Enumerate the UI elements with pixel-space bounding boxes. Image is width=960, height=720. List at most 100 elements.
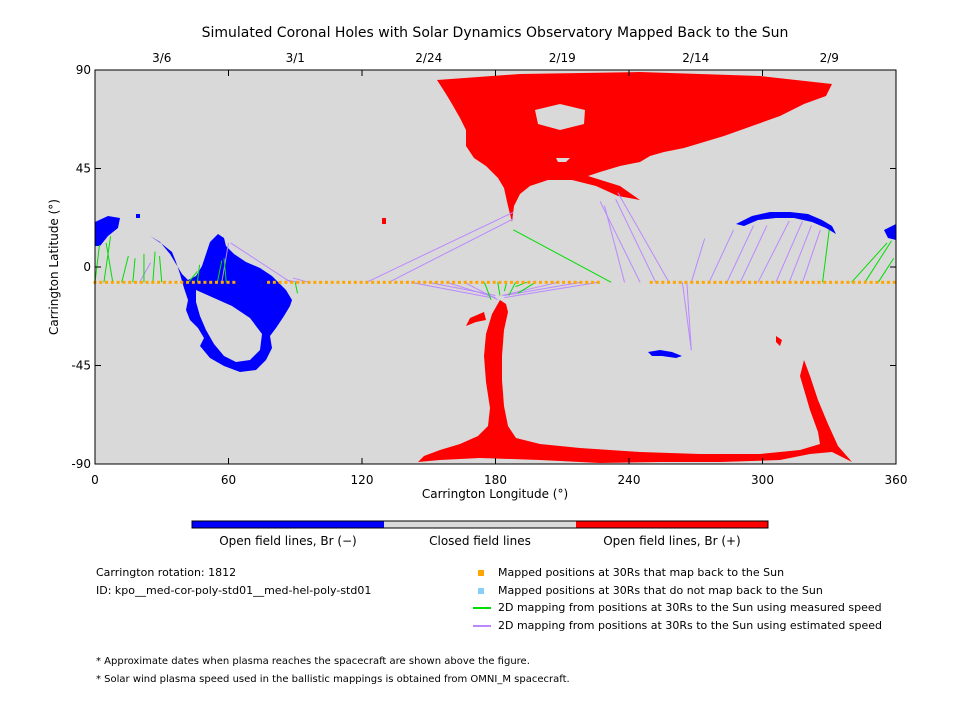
mapped-position-84	[655, 280, 659, 284]
mapped-position-2	[105, 280, 109, 284]
mapped-position-51	[417, 280, 421, 284]
top-date-label-0: 3/6	[152, 51, 171, 65]
mapped-position-52	[423, 280, 427, 284]
mapped-position-12	[162, 280, 166, 284]
mapped-position-64	[492, 280, 496, 284]
mapped-position-14	[174, 280, 178, 284]
top-date-label-5: 2/9	[820, 51, 839, 65]
estimated-mapping-line-18	[690, 238, 706, 283]
mapped-position-26	[272, 280, 276, 284]
mapped-position-85	[661, 280, 665, 284]
measured-mapping-line-2	[105, 242, 114, 283]
mapped-position-58	[457, 280, 461, 284]
mapped-position-27	[278, 280, 282, 284]
x-tick-label-3: 180	[484, 473, 507, 487]
mapped-position-33	[313, 280, 317, 284]
mapped-position-55	[440, 280, 444, 284]
legend-swatch-estimated	[473, 625, 491, 627]
colorbar: Open field lines, Br (−) Closed field li…	[191, 520, 769, 548]
blue-hole-east	[736, 212, 836, 234]
estimated-mapping-line-16	[615, 198, 657, 283]
mapped-position-118	[852, 280, 856, 284]
north-polar-hole	[437, 72, 832, 222]
mapped-position-107	[788, 280, 792, 284]
measured-mapping-line-12	[294, 282, 298, 294]
mapped-position-108	[794, 280, 798, 284]
small-positive-spot-2	[776, 336, 782, 346]
colorbar-closed	[384, 521, 576, 528]
x-tick-label-5: 300	[751, 473, 774, 487]
measured-mapping-line-19	[513, 229, 612, 283]
estimated-mapping-line-4	[292, 277, 309, 283]
estimated-mapping-line-22	[757, 220, 790, 283]
y-tick-label-4: -90	[71, 457, 91, 471]
legend-item-mapped: Mapped positions at 30Rs that map back t…	[498, 566, 785, 579]
top-date-label-4: 2/14	[682, 51, 709, 65]
x-axis-label: Carrington Longitude (°)	[422, 487, 568, 501]
mapped-position-67	[510, 280, 514, 284]
mapped-position-95	[719, 280, 723, 284]
measured-mapping-line-10	[216, 260, 223, 283]
blue-hole-speck	[136, 214, 140, 218]
legend-item-measured: 2D mapping from positions at 30Rs to the…	[498, 601, 882, 614]
mapped-position-119	[858, 280, 862, 284]
mapped-position-22	[220, 280, 224, 284]
mapped-position-35	[324, 280, 328, 284]
mapped-position-93	[707, 280, 711, 284]
mapped-position-97	[730, 280, 734, 284]
measured-mapping-line-22	[864, 240, 892, 283]
south-hole-left	[418, 300, 852, 463]
mapped-position-104	[771, 280, 775, 284]
colorbar-label-negative: Open field lines, Br (−)	[219, 534, 357, 548]
mapped-position-112	[817, 280, 821, 284]
mapped-position-71	[533, 280, 537, 284]
x-tick-label-4: 240	[618, 473, 641, 487]
positive-coronal-holes	[382, 72, 852, 463]
mapped-position-63	[486, 280, 490, 284]
colorbar-negative	[192, 521, 384, 528]
estimated-mapping-line-6	[388, 218, 514, 283]
axis-ticks: 0 60 120 180 240 300 360 90 45 0 -45 -90	[71, 63, 907, 487]
estimated-mapping-line-5	[366, 211, 514, 283]
measured-mapping-line-14	[497, 282, 501, 296]
mapped-position-9	[145, 280, 149, 284]
mapped-position-122	[875, 280, 879, 284]
mapped-position-59	[463, 280, 467, 284]
mapped-position-111	[811, 280, 815, 284]
estimated-mapping-line-27	[686, 282, 692, 351]
mapped-position-18	[197, 280, 201, 284]
mapped-position-102	[759, 280, 763, 284]
mapped-position-116	[840, 280, 844, 284]
y-tick-label-0: 90	[76, 63, 91, 77]
blue-hole-west-inner	[196, 290, 262, 362]
y-axis-label: Carrington Latitude (°)	[47, 199, 61, 335]
mapped-position-103	[765, 280, 769, 284]
mapped-position-110	[805, 280, 809, 284]
mapped-position-82	[596, 280, 600, 284]
mapped-position-91	[696, 280, 700, 284]
mapped-position-72	[538, 280, 542, 284]
mapped-position-32	[307, 280, 311, 284]
mapped-position-62	[481, 280, 485, 284]
mapped-position-90	[690, 280, 694, 284]
small-positive-spot	[382, 218, 386, 224]
top-date-label-2: 2/24	[415, 51, 442, 65]
estimated-mapping-line-11	[502, 281, 558, 296]
estimated-mapping-line-26	[681, 282, 692, 351]
mapped-position-89	[684, 280, 688, 284]
measured-mapping-line-20	[822, 229, 830, 283]
mapped-position-75	[556, 280, 560, 284]
colorbar-frame	[191, 520, 769, 529]
mapped-position-44	[376, 280, 380, 284]
footnote-dates: * Approximate dates when plasma reaches …	[96, 656, 530, 667]
mapped-position-43	[371, 280, 375, 284]
mapped-position-115	[834, 280, 838, 284]
mapped-position-53	[429, 280, 433, 284]
mapped-position-125	[892, 280, 896, 284]
estimated-mapping-line-9	[446, 281, 496, 299]
mapped-position-77	[567, 280, 571, 284]
y-tick-label-1: 45	[76, 162, 91, 176]
measured-mapping-line-3	[121, 255, 129, 283]
mapped-position-7	[133, 280, 137, 284]
